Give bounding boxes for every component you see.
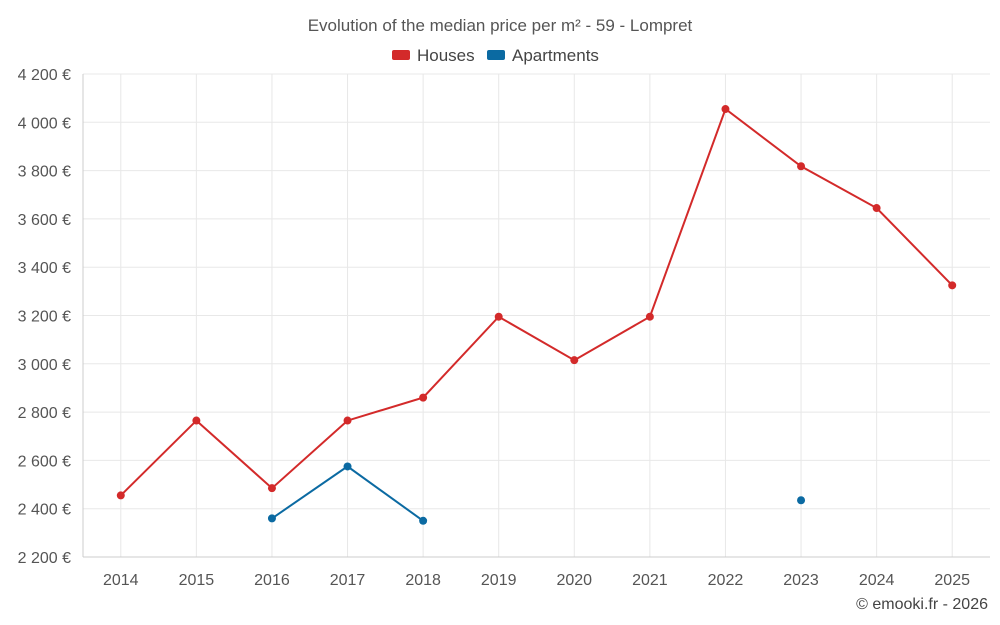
x-tick-label: 2022	[708, 572, 744, 589]
x-tick-label: 2020	[556, 572, 592, 589]
x-tick-label: 2024	[859, 572, 895, 589]
y-tick-label: 4 200 €	[18, 67, 71, 84]
y-tick-label: 2 200 €	[18, 550, 71, 567]
y-tick-label: 2 800 €	[18, 405, 71, 422]
legend-swatch-apartments	[487, 50, 505, 60]
legend: Houses Apartments	[392, 46, 599, 65]
y-tick-label: 4 000 €	[18, 115, 71, 132]
series-line-houses	[120, 107, 953, 497]
data-point-houses[interactable]	[116, 491, 125, 500]
data-point-houses[interactable]	[267, 484, 276, 493]
data-point-houses[interactable]	[570, 356, 579, 365]
x-tick-label: 2014	[103, 572, 139, 589]
y-tick-label: 2 600 €	[18, 453, 71, 470]
y-tick-label: 2 400 €	[18, 502, 71, 519]
data-point-houses[interactable]	[192, 416, 201, 425]
legend-swatch-houses	[392, 50, 410, 60]
legend-label-houses[interactable]: Houses	[417, 46, 475, 65]
data-point-houses[interactable]	[645, 312, 654, 321]
data-point-apartments[interactable]	[343, 462, 352, 471]
data-point-houses[interactable]	[948, 281, 957, 290]
data-point-houses[interactable]	[419, 393, 428, 402]
data-point-houses[interactable]	[721, 105, 730, 114]
x-tick-label: 2015	[179, 572, 215, 589]
x-tick-label: 2023	[783, 572, 819, 589]
x-tick-label: 2018	[405, 572, 441, 589]
y-tick-label: 3 000 €	[18, 357, 71, 374]
data-point-apartments[interactable]	[797, 496, 806, 505]
x-tick-label: 2017	[330, 572, 366, 589]
data-point-houses[interactable]	[494, 312, 503, 321]
data-point-houses[interactable]	[343, 416, 352, 425]
x-tick-label: 2021	[632, 572, 668, 589]
x-tick-label: 2019	[481, 572, 517, 589]
y-tick-label: 3 800 €	[18, 164, 71, 181]
chart-title: Evolution of the median price per m² - 5…	[308, 16, 693, 35]
x-axis: 2014 2015 2016 2017 2018 2019 2020 2021 2022 2023…	[103, 572, 970, 589]
y-tick-label: 3 600 €	[18, 212, 71, 229]
data-point-apartments[interactable]	[419, 516, 428, 525]
y-axis: 2 200 € 2 400 € 2 600 € 2 800 € 3 000 € 3 200…	[18, 67, 71, 567]
series-apartments	[267, 462, 806, 525]
data-point-houses[interactable]	[872, 204, 881, 213]
data-point-houses[interactable]	[797, 162, 806, 171]
y-tick-label: 3 200 €	[18, 309, 71, 326]
x-tick-label: 2016	[254, 572, 290, 589]
series-layer	[116, 105, 957, 525]
data-point-apartments[interactable]	[267, 514, 276, 523]
grid	[82, 73, 990, 558]
x-tick-label: 2025	[934, 572, 970, 589]
legend-label-apartments[interactable]: Apartments	[512, 46, 599, 65]
y-tick-label: 3 400 €	[18, 260, 71, 277]
credit-text: © emooki.fr - 2026	[856, 596, 988, 613]
series-houses	[116, 105, 957, 500]
